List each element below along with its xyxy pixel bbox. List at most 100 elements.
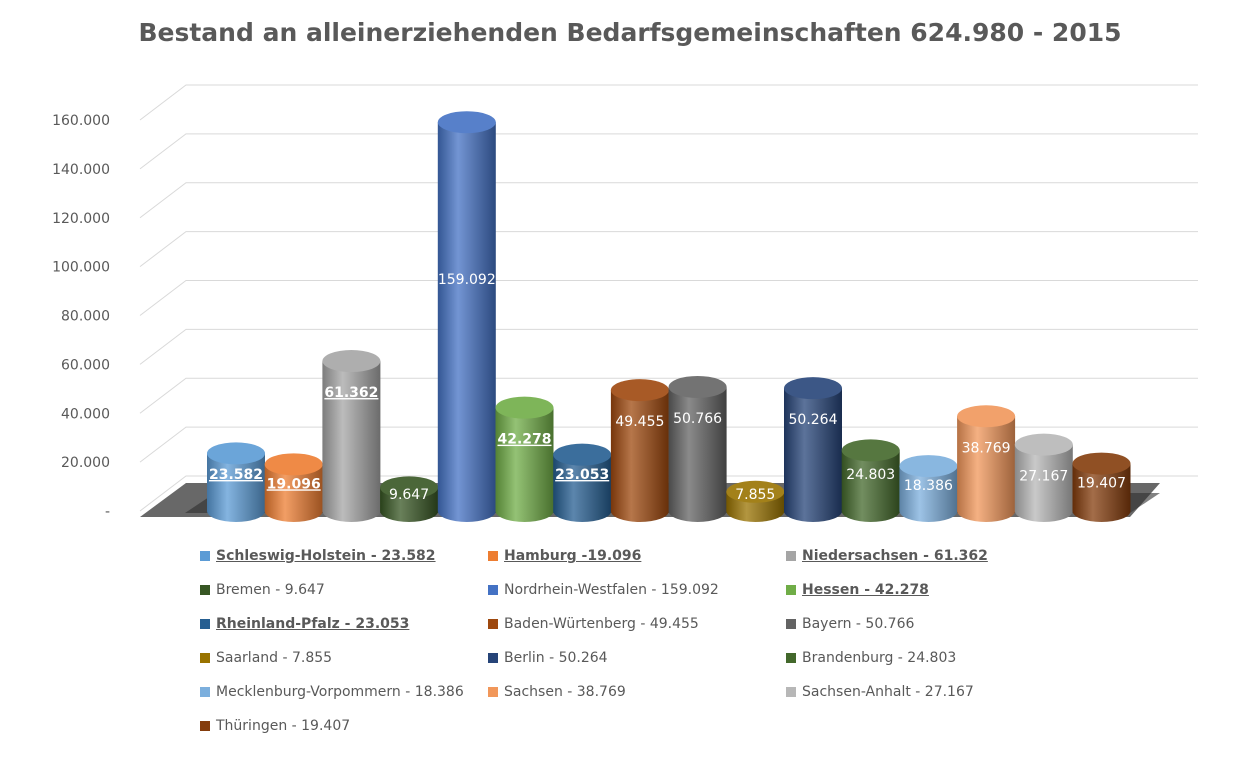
bar-top	[380, 476, 439, 499]
bar-body	[1072, 463, 1131, 522]
bar-8	[668, 375, 727, 522]
bar-top	[1072, 452, 1131, 475]
bar-5	[495, 396, 554, 522]
bar-body	[322, 361, 381, 522]
y-tick-label: 80.000	[61, 309, 110, 325]
data-label: 49.455	[615, 414, 664, 430]
legend-label: Rheinland-Pfalz - 23.053	[216, 616, 410, 632]
legend-item: Berlin - 50.264	[488, 650, 608, 680]
legend-item: Hessen - 42.278	[786, 582, 929, 612]
data-label: 50.264	[789, 412, 838, 428]
bar-top	[784, 377, 842, 400]
gridline	[139, 84, 1198, 121]
bar-body	[899, 466, 958, 522]
legend-swatch	[786, 551, 796, 561]
bar-6	[553, 443, 612, 522]
legend-label: Mecklenburg-Vorpommern - 18.386	[216, 684, 464, 700]
bar-top	[668, 375, 727, 398]
bar-top	[957, 405, 1016, 428]
legend-swatch	[488, 653, 498, 663]
legend-label: Sachsen-Anhalt - 27.167	[802, 684, 974, 700]
data-label: 27.167	[1019, 469, 1068, 485]
y-tick-label: 60.000	[61, 357, 110, 373]
legend-swatch	[200, 721, 210, 731]
legend-label: Niedersachsen - 61.362	[802, 548, 988, 564]
bar-body	[784, 388, 842, 522]
legend-swatch	[488, 551, 498, 561]
gridline	[139, 328, 1198, 365]
bar-top	[553, 443, 612, 466]
legend-item: Bayern - 50.766	[786, 616, 914, 646]
gridline	[139, 426, 1198, 463]
y-tick-label: 100.000	[52, 260, 110, 276]
legend-swatch	[200, 551, 210, 561]
bar-9	[726, 480, 785, 522]
y-tick-label: 120.000	[52, 211, 110, 227]
bar-body	[495, 407, 554, 522]
legend-item: Niedersachsen - 61.362	[786, 548, 988, 578]
gridlines	[139, 84, 1198, 512]
bar-1	[264, 453, 323, 522]
bars	[207, 111, 1131, 522]
legend-item: Brandenburg - 24.803	[786, 650, 956, 680]
legend-item: Saarland - 7.855	[200, 650, 332, 680]
bar-top	[1014, 433, 1073, 456]
y-tick-label: 40.000	[61, 406, 110, 422]
legend-item: Sachsen-Anhalt - 27.167	[786, 684, 974, 714]
gridline	[139, 377, 1198, 414]
legend-swatch	[200, 653, 210, 663]
data-label: 159.092	[438, 272, 496, 288]
bar-body	[610, 390, 669, 522]
legend-swatch	[786, 619, 796, 629]
legend-item: Mecklenburg-Vorpommern - 18.386	[200, 684, 464, 714]
gridline	[139, 231, 1198, 268]
data-label: 42.278	[497, 432, 551, 448]
legend-label: Bayern - 50.766	[802, 616, 915, 632]
bar-top	[495, 396, 554, 419]
legend-label: Nordrhein-Westfalen - 159.092	[504, 582, 719, 598]
bar-10	[784, 377, 842, 522]
legend-label: Baden-Würtenberg - 49.455	[504, 616, 699, 632]
legend-item: Rheinland-Pfalz - 23.053	[200, 616, 409, 646]
bar-top	[726, 480, 785, 503]
bar-15	[1072, 452, 1131, 522]
data-label: 38.769	[962, 440, 1011, 456]
bar-top	[437, 111, 496, 134]
legend-swatch	[200, 585, 210, 595]
bar-body	[207, 453, 265, 522]
data-label: 19.096	[267, 476, 321, 492]
legend-swatch	[786, 653, 796, 663]
bar-body	[668, 386, 727, 522]
data-label: 23.053	[555, 467, 609, 483]
bar-body	[957, 416, 1016, 522]
data-label: 7.855	[735, 487, 775, 503]
legend-item: Bremen - 9.647	[200, 582, 325, 612]
bar-top	[610, 379, 669, 402]
data-label: 23.582	[209, 467, 263, 483]
legend-label: Hessen - 42.278	[802, 582, 929, 598]
bar-top	[207, 442, 265, 465]
legend-swatch	[786, 585, 796, 595]
chart-title: Bestand an alleinerziehenden Bedarfsgeme…	[138, 18, 1122, 47]
bar-body	[1014, 444, 1073, 522]
legend-swatch	[200, 619, 210, 629]
bar-body	[553, 454, 612, 522]
bar-body	[264, 464, 323, 522]
y-tick-label: -	[105, 504, 110, 520]
legend-swatch	[200, 687, 210, 697]
legend-swatch	[786, 687, 796, 697]
legend-item: Baden-Würtenberg - 49.455	[488, 616, 699, 646]
bar-body	[437, 122, 496, 522]
y-tick-label: 20.000	[61, 455, 110, 471]
bar-14	[1014, 433, 1073, 522]
bar-13	[957, 405, 1016, 522]
bar-3	[380, 476, 439, 522]
y-tick-label: 160.000	[52, 113, 110, 129]
bar-body	[841, 450, 900, 522]
legend-swatch	[488, 619, 498, 629]
bar-top	[841, 439, 900, 462]
legend-item: Sachsen - 38.769	[488, 684, 626, 714]
y-tick-label: 140.000	[52, 162, 110, 178]
data-label: 61.362	[324, 385, 378, 401]
